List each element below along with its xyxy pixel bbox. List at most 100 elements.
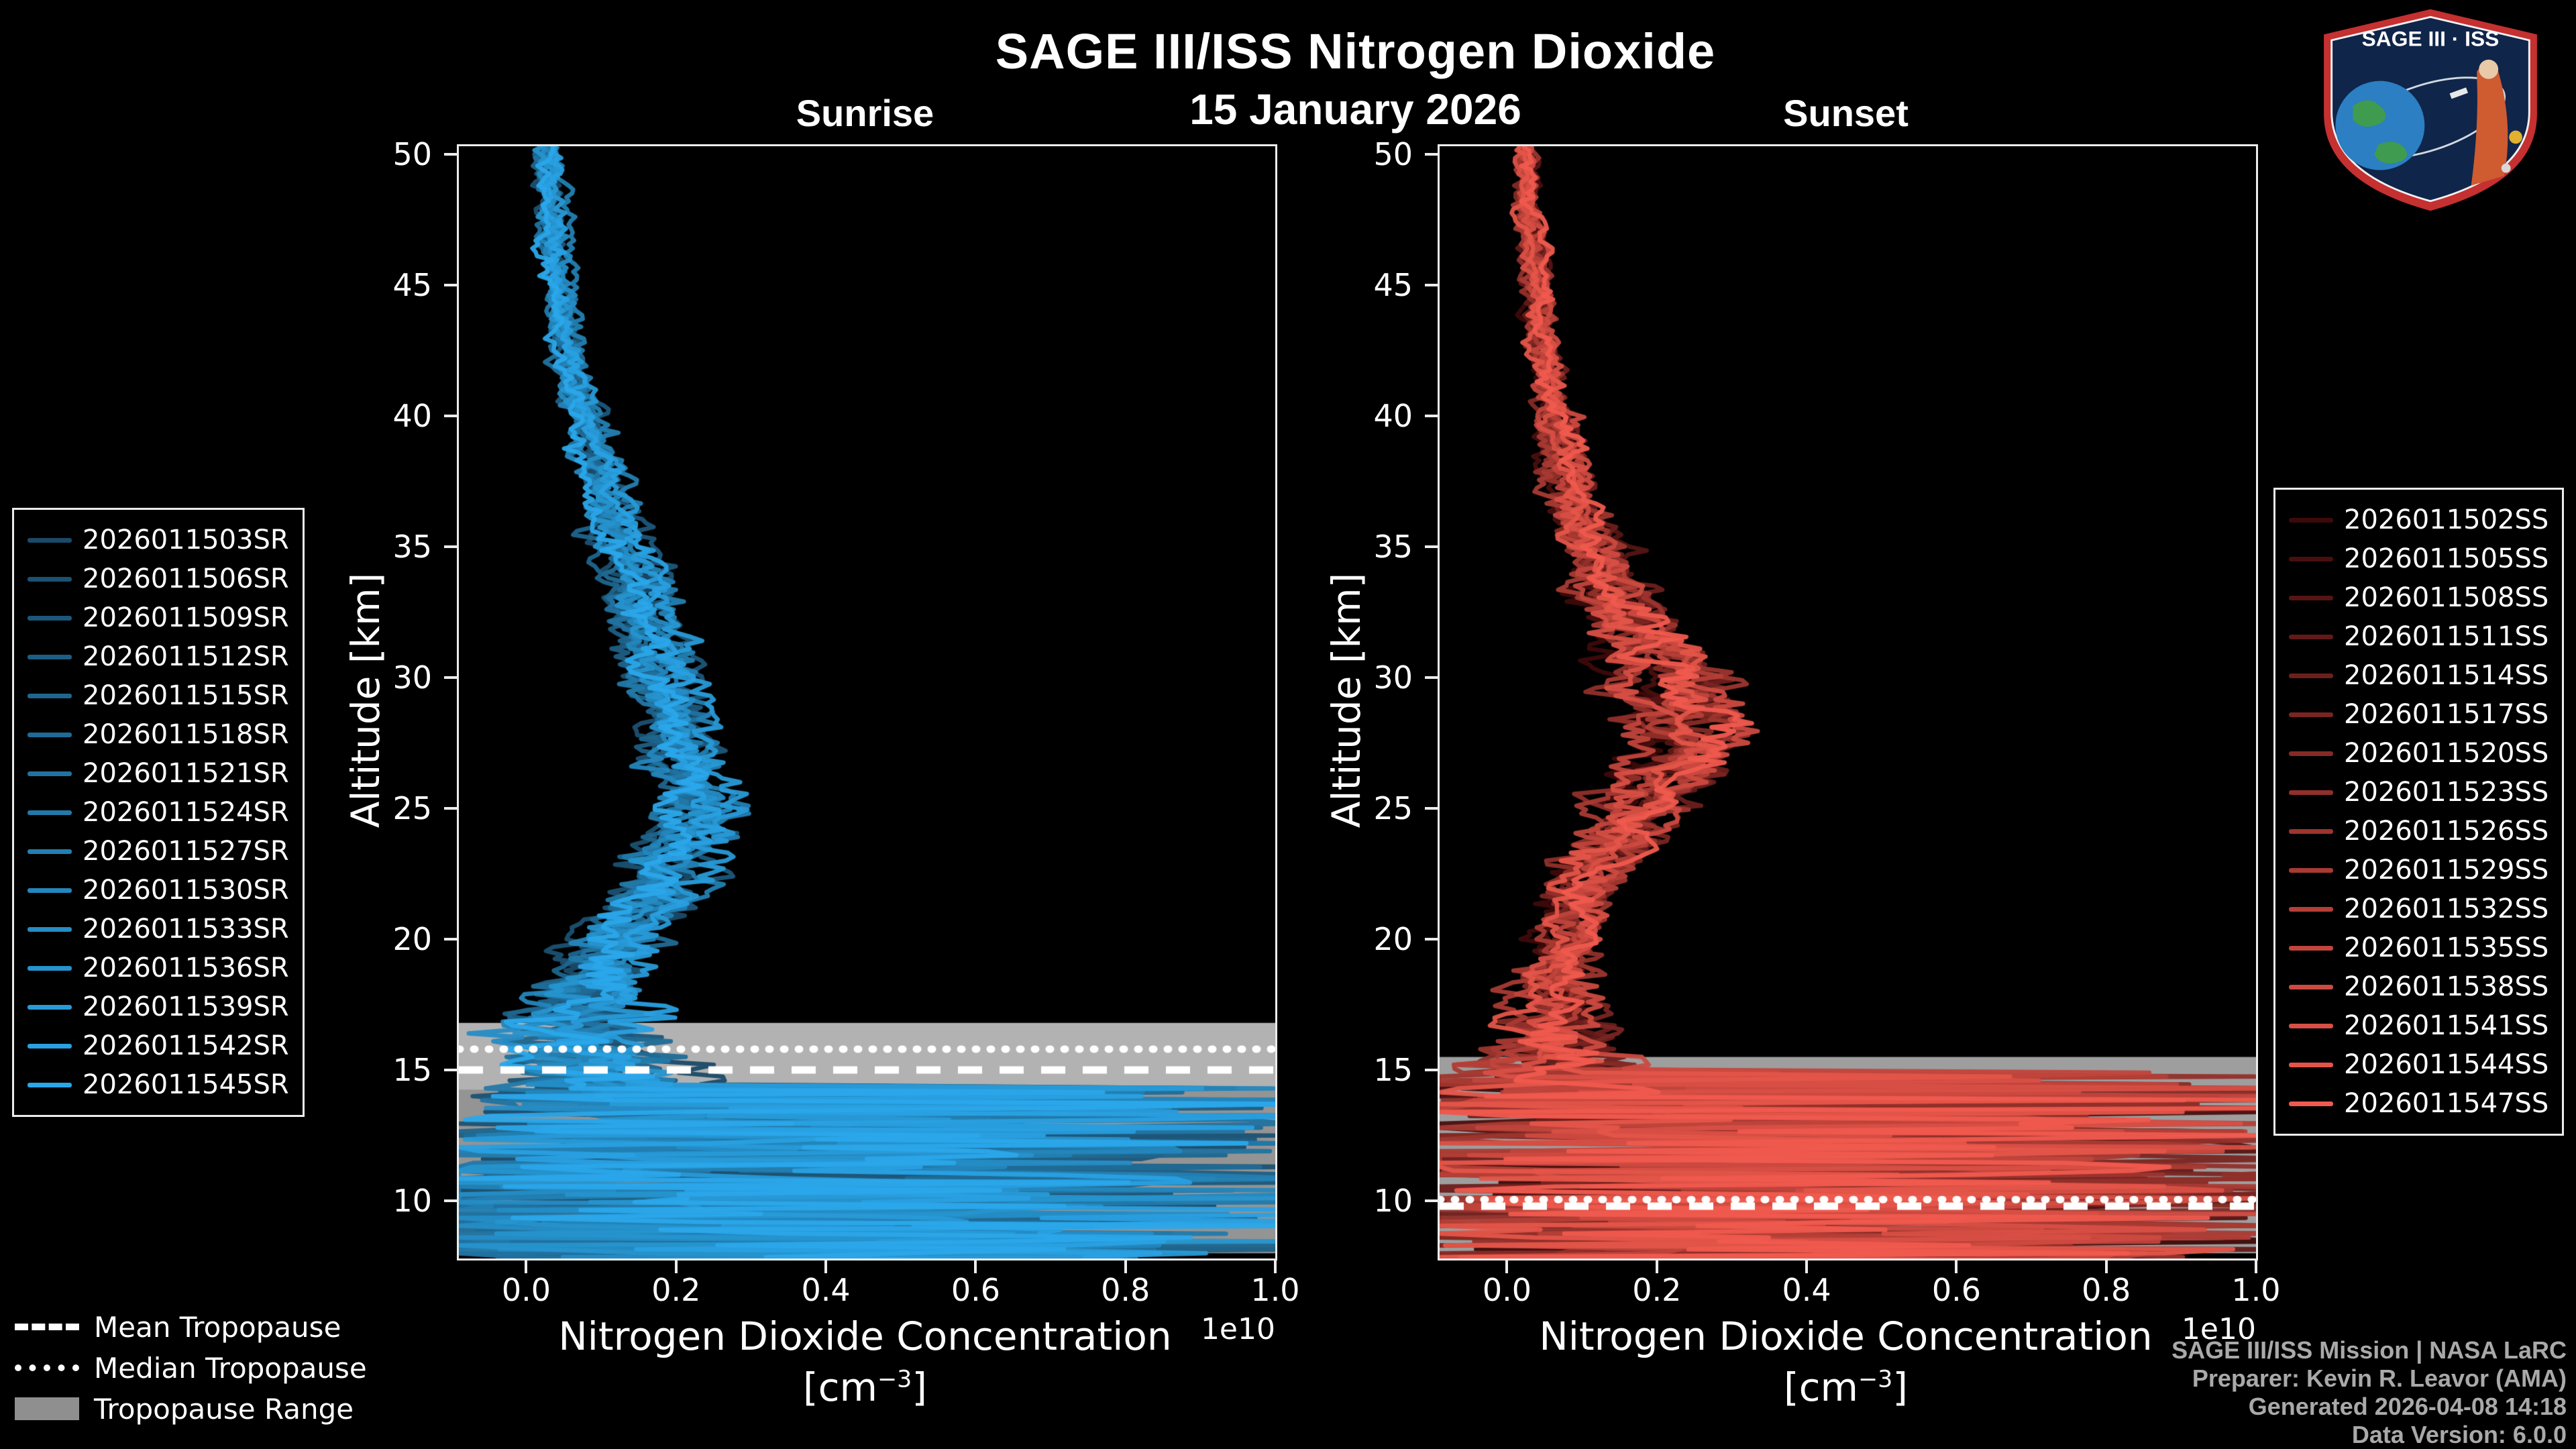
legend-item: 2026011520SS — [2289, 734, 2548, 773]
legend-event-label: 2026011505SS — [2344, 543, 2549, 574]
legend-event-label: 2026011526SS — [2344, 816, 2549, 847]
y-tick-mark — [444, 414, 457, 417]
logo-figure-head — [2479, 59, 2499, 79]
y-tick-label: 30 — [392, 659, 432, 696]
y-tick-mark — [1425, 1069, 1438, 1072]
legend-item: 2026011524SR — [28, 793, 289, 832]
legend-line-swatch — [28, 771, 72, 776]
sunset-x-offset-text: 1e10 — [2181, 1312, 2256, 1346]
legend-item: 2026011532SS — [2289, 890, 2548, 928]
legend-line-swatch — [2289, 712, 2333, 717]
legend-event-label: 2026011547SS — [2344, 1088, 2549, 1119]
units-prefix: [cm — [803, 1364, 878, 1410]
y-tick-mark — [444, 676, 457, 679]
legend-event-label: 2026011518SR — [83, 719, 289, 750]
y-tick-mark — [444, 152, 457, 156]
legend-line-swatch — [2289, 556, 2333, 561]
legend-event-label: 2026011544SS — [2344, 1049, 2549, 1080]
x-tick-label: 0.8 — [1101, 1272, 1150, 1308]
logo-moon-dot — [2501, 163, 2511, 173]
y-tick-label: 40 — [392, 397, 432, 434]
x-tick-label: 0.8 — [2082, 1272, 2131, 1308]
legend-event-label: 2026011545SR — [83, 1069, 289, 1100]
sunrise-x-axis-units: [cm−3] — [457, 1364, 1273, 1410]
legend-event-label: 2026011529SS — [2344, 855, 2549, 885]
sage-iii-iss-logo: SAGE III · ISS — [2314, 5, 2547, 215]
legend-item: 2026011535SS — [2289, 928, 2548, 967]
legend-event-label: 2026011508SS — [2344, 582, 2549, 613]
legend-item: 2026011545SR — [28, 1065, 289, 1104]
x-tick-mark — [2255, 1260, 2257, 1273]
legend-item: 2026011539SR — [28, 987, 289, 1026]
legend-item: 2026011547SS — [2289, 1084, 2548, 1123]
legend-item: 2026011503SR — [28, 521, 289, 559]
sunset-profiles-canvas — [1440, 146, 2256, 1258]
credits-mission-line: SAGE III/ISS Mission | NASA LaRC — [2171, 1336, 2567, 1364]
logo-earth-continent-2 — [2374, 142, 2408, 164]
y-axis-label-text: Altitude [km] — [343, 572, 388, 828]
legend-line-swatch — [28, 732, 72, 737]
y-tick-label: 40 — [1373, 397, 1413, 434]
figure-title: SAGE III/ISS Nitrogen Dioxide — [995, 23, 1716, 79]
legend-line-swatch — [28, 810, 72, 815]
legend-event-label: 2026011502SS — [2344, 504, 2549, 535]
legend-event-label: 2026011520SS — [2344, 738, 2549, 769]
y-tick-label: 10 — [1373, 1183, 1413, 1220]
y-tick-mark — [444, 1199, 457, 1203]
legend-event-label: 2026011532SS — [2344, 894, 2549, 924]
legend-line-swatch — [2289, 984, 2333, 989]
legend-event-label: 2026011539SR — [83, 991, 289, 1022]
y-tick-mark — [444, 938, 457, 941]
sunrise-panel-title: Sunrise — [796, 92, 934, 134]
y-tick-label: 50 — [1373, 136, 1413, 172]
x-tick-mark — [2104, 1260, 2108, 1273]
legend-item: 2026011529SS — [2289, 851, 2548, 890]
legend-item: 2026011521SR — [28, 754, 289, 793]
legend-item: 2026011508SS — [2289, 578, 2548, 617]
x-tick-label: 0.4 — [801, 1272, 851, 1308]
legend-line-swatch — [28, 693, 72, 698]
sunset-x-axis-units: [cm−3] — [1438, 1364, 2254, 1410]
legend-line-swatch — [28, 1004, 72, 1010]
x-tick-label: 0.6 — [1931, 1272, 1981, 1308]
legend-item: 2026011523SS — [2289, 773, 2548, 812]
logo-graphic: SAGE III · ISS — [2324, 9, 2537, 211]
legend-event-label: 2026011523SS — [2344, 777, 2549, 808]
legend-event-label: 2026011512SR — [83, 641, 289, 672]
y-tick-label: 35 — [1373, 528, 1413, 565]
legend-line-swatch — [2289, 1101, 2333, 1106]
legend-item: 2026011544SS — [2289, 1045, 2548, 1084]
y-tick-mark — [444, 283, 457, 286]
y-axis-label-text: Altitude [km] — [1324, 572, 1369, 828]
credits-data-version-line: Data Version: 6.0.0 — [2351, 1421, 2567, 1448]
sunset-panel-title: Sunset — [1783, 92, 1909, 134]
legend-item: 2026011526SS — [2289, 812, 2548, 851]
legend-item: 2026011527SR — [28, 832, 289, 871]
legend-line-swatch — [2289, 1023, 2333, 1028]
y-tick-label: 10 — [392, 1183, 432, 1220]
y-tick-label: 25 — [1373, 790, 1413, 826]
mean-tropopause-legend-item: Mean Tropopause — [15, 1309, 367, 1344]
y-tick-mark — [1425, 1199, 1438, 1203]
legend-event-label: 2026011521SR — [83, 758, 289, 789]
legend-line-swatch — [2289, 1062, 2333, 1067]
legend-line-swatch — [28, 888, 72, 893]
legend-line-swatch — [2289, 517, 2333, 523]
legend-event-label: 2026011503SR — [83, 525, 289, 555]
median-tropopause-legend-item: Median Tropopause — [15, 1350, 367, 1385]
units-exponent: −3 — [1858, 1366, 1893, 1393]
credits-preparer-line: Preparer: Kevin R. Leavor (AMA) — [2192, 1364, 2567, 1392]
y-tick-label: 35 — [392, 528, 432, 565]
legend-line-swatch — [2289, 595, 2333, 600]
gray-band-icon — [15, 1397, 79, 1420]
legend-line-swatch — [28, 654, 72, 659]
legend-event-label: 2026011530SR — [83, 875, 289, 906]
legend-item: 2026011506SR — [28, 559, 289, 598]
y-tick-mark — [444, 806, 457, 810]
legend-line-swatch — [2289, 867, 2333, 873]
sunset-events-legend: 2026011502SS 2026011505SS 2026011508SS 2026… — [2273, 488, 2565, 1136]
legend-item: 2026011511SS — [2289, 617, 2548, 656]
legend-event-label: 2026011509SR — [83, 602, 289, 633]
x-tick-mark — [674, 1260, 678, 1273]
legend-line-swatch — [28, 615, 72, 621]
